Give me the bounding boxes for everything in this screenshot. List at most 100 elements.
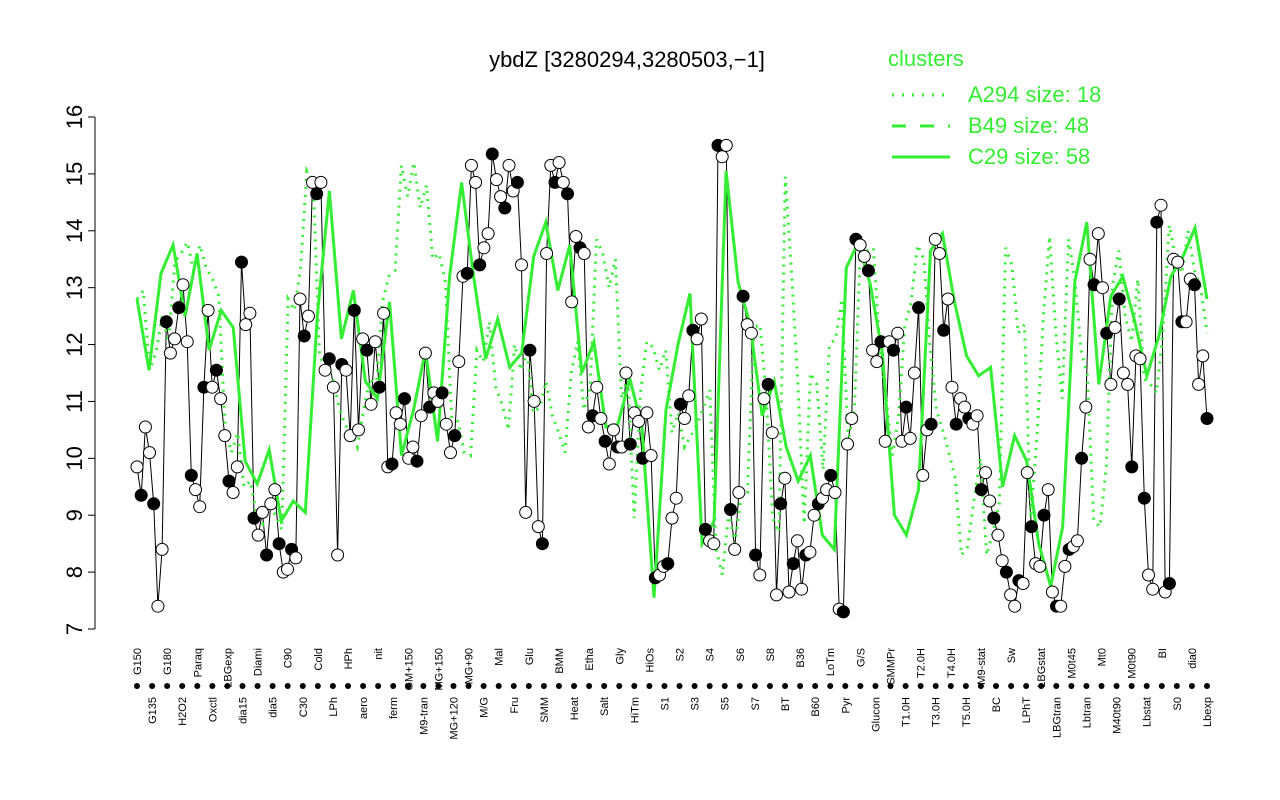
data-point bbox=[619, 366, 633, 380]
data-point bbox=[226, 486, 240, 499]
y-tick-label: 14 bbox=[62, 219, 87, 243]
x-tick-label: BMM bbox=[554, 648, 566, 674]
data-point bbox=[184, 468, 198, 482]
data-point bbox=[515, 258, 528, 272]
data-point bbox=[130, 460, 144, 474]
data-point bbox=[941, 292, 955, 306]
data-point bbox=[719, 138, 733, 152]
x-tick-label: C90 bbox=[283, 648, 295, 668]
data-point bbox=[481, 227, 495, 241]
data-point bbox=[523, 343, 537, 357]
x-tick-dot bbox=[344, 683, 351, 689]
x-tick-dot bbox=[601, 683, 608, 689]
x-tick-label: dia5 bbox=[268, 697, 280, 718]
x-tick-dot bbox=[827, 683, 834, 689]
x-tick-label: aero bbox=[358, 697, 370, 719]
data-point bbox=[1192, 377, 1206, 391]
data-point bbox=[289, 551, 303, 565]
data-point bbox=[1070, 534, 1084, 548]
data-point bbox=[845, 412, 859, 425]
x-tick-label: G180 bbox=[162, 648, 174, 675]
x-tick-dot bbox=[872, 683, 879, 689]
data-point bbox=[469, 175, 483, 189]
data-point bbox=[356, 332, 370, 346]
data-point bbox=[243, 306, 257, 320]
data-point bbox=[928, 232, 942, 246]
x-tick-dot bbox=[540, 683, 547, 689]
data-point bbox=[903, 431, 917, 445]
data-point bbox=[912, 301, 926, 315]
data-point bbox=[853, 238, 867, 252]
data-point bbox=[410, 454, 424, 468]
x-tick-dot bbox=[525, 683, 532, 689]
data-point bbox=[460, 266, 474, 280]
x-tick-dot bbox=[420, 683, 427, 689]
x-tick-dot bbox=[480, 683, 487, 689]
data-point bbox=[561, 187, 574, 201]
x-tick-dot bbox=[465, 683, 472, 689]
x-tick-dot bbox=[435, 683, 442, 689]
x-tick-dot bbox=[284, 683, 291, 689]
data-point bbox=[661, 557, 675, 571]
data-point bbox=[464, 158, 478, 172]
x-tick-label: H2O2 bbox=[177, 697, 189, 726]
x-tick-dot bbox=[1023, 683, 1030, 689]
x-tick-label: G150 bbox=[132, 648, 144, 675]
x-tick-label: T1.0H bbox=[901, 697, 913, 727]
data-point bbox=[1083, 252, 1097, 266]
x-tick-dot bbox=[586, 683, 593, 689]
x-tick-label: Etha bbox=[584, 647, 596, 671]
data-point bbox=[694, 312, 708, 326]
x-tick-dot bbox=[1008, 683, 1015, 689]
data-point bbox=[494, 190, 508, 204]
data-point bbox=[1196, 349, 1210, 363]
data-point bbox=[322, 352, 336, 366]
data-point bbox=[418, 346, 432, 360]
x-tick-dot bbox=[495, 683, 502, 689]
x-tick-dot bbox=[314, 683, 321, 689]
data-point bbox=[477, 241, 491, 255]
data-point bbox=[669, 491, 683, 505]
data-point bbox=[1075, 451, 1089, 465]
x-tick-label: M40t90 bbox=[1112, 697, 1124, 734]
data-point bbox=[632, 414, 646, 428]
data-point bbox=[201, 303, 215, 317]
data-point bbox=[958, 400, 972, 414]
data-point bbox=[749, 548, 763, 562]
x-tick-label: dia15 bbox=[237, 697, 249, 724]
x-tick-dot bbox=[209, 683, 216, 689]
data-point bbox=[594, 412, 608, 425]
x-tick-dot bbox=[631, 683, 638, 689]
data-point bbox=[682, 389, 696, 403]
x-tick-label: G135 bbox=[147, 697, 159, 724]
data-point bbox=[644, 449, 658, 462]
y-tick-label: 10 bbox=[62, 446, 87, 470]
x-tick-dot bbox=[299, 683, 306, 689]
x-tick-label: Gly bbox=[614, 648, 626, 665]
x-tick-dot bbox=[736, 683, 743, 689]
data-point bbox=[1091, 227, 1105, 241]
x-tick-label: T2.0H bbox=[916, 648, 928, 678]
data-point bbox=[1004, 588, 1018, 602]
data-point bbox=[406, 440, 420, 454]
data-point bbox=[1146, 582, 1160, 596]
x-tick-label: S7 bbox=[750, 697, 762, 710]
data-point bbox=[222, 474, 236, 488]
data-point bbox=[347, 303, 361, 317]
x-tick-label: M0t90 bbox=[1127, 648, 1139, 679]
x-tick-dot bbox=[269, 683, 276, 689]
data-point bbox=[1112, 292, 1126, 306]
data-point bbox=[163, 346, 177, 360]
data-point bbox=[485, 147, 499, 161]
x-tick-dot bbox=[1143, 683, 1150, 689]
x-tick-label: nit bbox=[373, 648, 385, 660]
data-point bbox=[230, 460, 244, 474]
data-point bbox=[778, 471, 792, 485]
x-tick-label: LBGtran bbox=[1051, 697, 1063, 738]
data-point bbox=[795, 582, 809, 596]
x-tick-dot bbox=[224, 683, 231, 689]
data-point bbox=[272, 537, 286, 551]
data-point bbox=[581, 420, 595, 434]
data-point bbox=[1108, 321, 1122, 334]
